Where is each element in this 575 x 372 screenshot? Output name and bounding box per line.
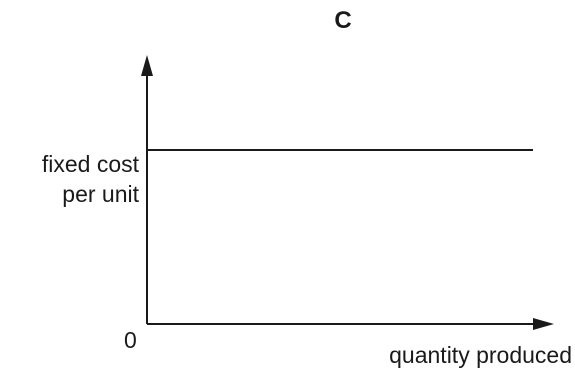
x-axis-arrow — [533, 318, 554, 330]
y-axis-label-line-1: fixed cost — [41, 151, 139, 177]
y-axis-arrow — [141, 55, 153, 76]
chart-title: C — [334, 7, 352, 34]
x-axis-label: quantity produced — [389, 342, 572, 368]
y-axis-label-line-2: per unit — [62, 181, 139, 207]
axes — [141, 55, 554, 330]
y-axis-label: fixed cost per unit — [42, 149, 139, 209]
origin-label: 0 — [124, 327, 137, 353]
